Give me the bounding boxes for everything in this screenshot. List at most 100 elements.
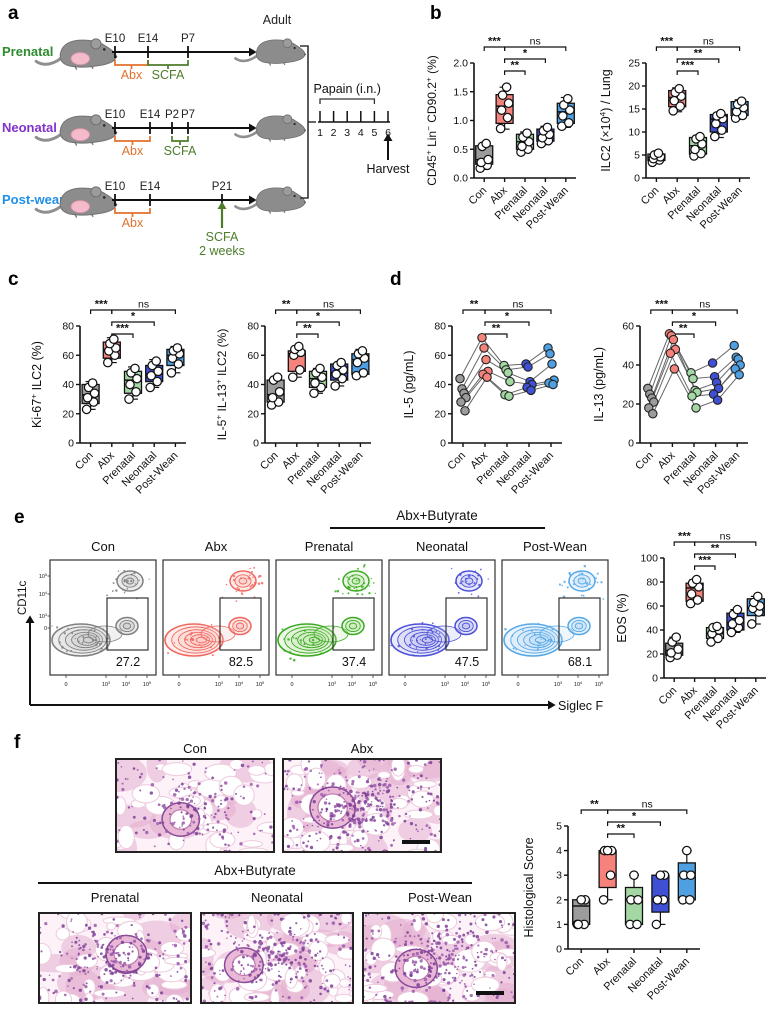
svg-text:105: 105: [595, 681, 603, 688]
chart-histology-score-boxplot: 0 1 2 3 4 5 Con Abx Prenatal Neonatal Post-Wean His…: [505, 770, 772, 1019]
flow-gate: [219, 597, 262, 651]
svg-text:0: 0: [634, 173, 640, 185]
flow-gate-percent: 27.2: [116, 655, 140, 669]
svg-text:IL-5 (pg/mL): IL-5 (pg/mL): [402, 350, 416, 418]
flow-plot-neonatal: 47.5 0 103 104 105: [388, 559, 496, 688]
svg-text:103: 103: [441, 681, 449, 688]
flow-gate: [445, 597, 488, 651]
svg-text:20: 20: [434, 408, 446, 420]
svg-text:IL-13 (pg/mL): IL-13 (pg/mL): [592, 347, 606, 422]
pregnant-mouse-icon: [34, 186, 118, 218]
svg-text:104: 104: [122, 681, 130, 688]
svg-text:2 weeks: 2 weeks: [199, 244, 245, 258]
histology-image-con: [115, 758, 275, 853]
svg-text:E14: E14: [138, 33, 159, 45]
svg-text:*: *: [316, 311, 321, 323]
svg-text:ns: ns: [699, 299, 710, 311]
flow-plot-post-wean: 68.1 0 103 104 105: [501, 559, 609, 688]
svg-text:1: 1: [317, 127, 323, 139]
chart-il5il13-boxplot: 0 20 40 60 80 Con Abx Prenatal Neonatal Post-Wean…: [213, 276, 395, 516]
panel-e-label: e: [14, 507, 25, 528]
svg-text:***: ***: [660, 36, 674, 48]
timing-row-name: Post-wean: [2, 192, 67, 207]
svg-text:EOS (%): EOS (%): [615, 593, 629, 642]
pregnant-mouse-icon: [34, 114, 118, 146]
svg-text:ns: ns: [530, 36, 541, 48]
svg-text:4: 4: [556, 845, 562, 857]
svg-text:E10: E10: [105, 33, 125, 45]
svg-text:**: **: [492, 323, 501, 335]
svg-text:103: 103: [328, 681, 336, 688]
svg-text:**: **: [282, 299, 291, 311]
flow-cytometry-row: CD11c Siglec F 105 104 103 0 27.2 0 103 104 105 82.…: [0, 503, 612, 733]
adult-label: Adult: [263, 13, 292, 27]
svg-text:0: 0: [290, 682, 293, 688]
histo-title-abx: Abx: [350, 741, 374, 756]
pregnant-mouse-icon: [34, 38, 118, 70]
svg-text:0: 0: [516, 682, 519, 688]
svg-text:ns: ns: [323, 299, 334, 311]
svg-text:Con: Con: [657, 685, 680, 708]
svg-text:CD11c: CD11c: [17, 580, 29, 615]
flow-title-postwean: Post-Wean: [522, 539, 588, 554]
flow-title-abx: Abx: [204, 539, 228, 554]
svg-text:15: 15: [628, 104, 640, 116]
flow-header-underline: [330, 527, 545, 529]
svg-text:0: 0: [44, 626, 47, 632]
svg-text:P7: P7: [181, 33, 195, 45]
svg-text:IL-5+ IL-13+ ILC2 (%): IL-5+ IL-13+ ILC2 (%): [215, 329, 229, 441]
gathering-bracket: [300, 45, 316, 199]
svg-histology: [115, 758, 275, 853]
svg-text:P21: P21: [212, 181, 232, 193]
panel-a-schematic: Prenatal E10 E14 P7 Abx SCFA Neonatal E10 E14 P2 P…: [0, 0, 430, 262]
svg-text:ns: ns: [138, 299, 149, 311]
svg-text:***: ***: [655, 299, 669, 311]
svg-text:P2: P2: [165, 109, 179, 121]
svg-text:2.0: 2.0: [453, 58, 468, 70]
svg-text:25: 25: [628, 58, 640, 70]
svg-text:**: **: [511, 60, 520, 72]
panel-a-label: a: [8, 3, 19, 24]
scale-bar: [402, 840, 430, 844]
svg-text:105: 105: [369, 681, 377, 688]
svg-text:1.0: 1.0: [453, 115, 468, 127]
flow-gate-percent: 37.4: [342, 655, 366, 669]
svg-text:6: 6: [385, 127, 391, 139]
svg-text:0: 0: [556, 944, 562, 956]
svg-text:Abx: Abx: [591, 955, 613, 977]
svg-text:5: 5: [634, 150, 640, 162]
svg-text:P7: P7: [181, 109, 195, 121]
svg-text:104: 104: [348, 681, 356, 688]
flow-header: Abx+Butyrate: [396, 508, 478, 523]
svg-text:***: ***: [488, 36, 502, 48]
svg-text:SCFA: SCFA: [152, 68, 185, 82]
svg-text:60: 60: [622, 321, 634, 333]
svg-text:104: 104: [461, 681, 469, 688]
svg-text:0: 0: [253, 438, 259, 450]
mouse-icon: [234, 38, 306, 66]
chart-cd45-boxplot: 0.0 0.5 1.0 1.5 2.0 Con Abx Prenatal Neonatal Pos…: [424, 8, 600, 256]
svg-text:SCFA: SCFA: [164, 144, 197, 158]
svg-text:Con: Con: [258, 450, 281, 473]
histo-title-prenatal: Prenatal: [90, 890, 140, 905]
svg-text:60: 60: [247, 350, 259, 362]
svg-text:105: 105: [256, 681, 264, 688]
flow-plot-con: 27.2 0 103 104 105: [49, 559, 157, 688]
svg-text:100: 100: [640, 553, 658, 565]
panel-b-label: b: [430, 3, 442, 24]
histology-image-postwean: [362, 912, 516, 1004]
svg-text:CD45+ Lin− CD90.2+ (%): CD45+ Lin− CD90.2+ (%): [425, 55, 439, 185]
svg-text:104: 104: [574, 681, 582, 688]
svg-text:5: 5: [556, 821, 562, 833]
svg-text:40: 40: [247, 379, 259, 391]
svg-text:105: 105: [143, 681, 151, 688]
svg-text:**: **: [711, 543, 720, 555]
svg-b2: 0510152025ConAbxPrenatalNeonatalPost-Wea…: [600, 36, 750, 231]
svg-histology: [362, 912, 516, 1004]
chart-il13-paired-plot: 0 20 40 60 Con Abx Prenatal Neonatal Post-Wean IL…: [590, 276, 772, 516]
flow-gate: [558, 597, 601, 651]
svg-text:1.5: 1.5: [453, 86, 468, 98]
svg-b1: 0.00.51.01.52.0ConAbxPrenatalNeonatalPos…: [425, 36, 576, 231]
